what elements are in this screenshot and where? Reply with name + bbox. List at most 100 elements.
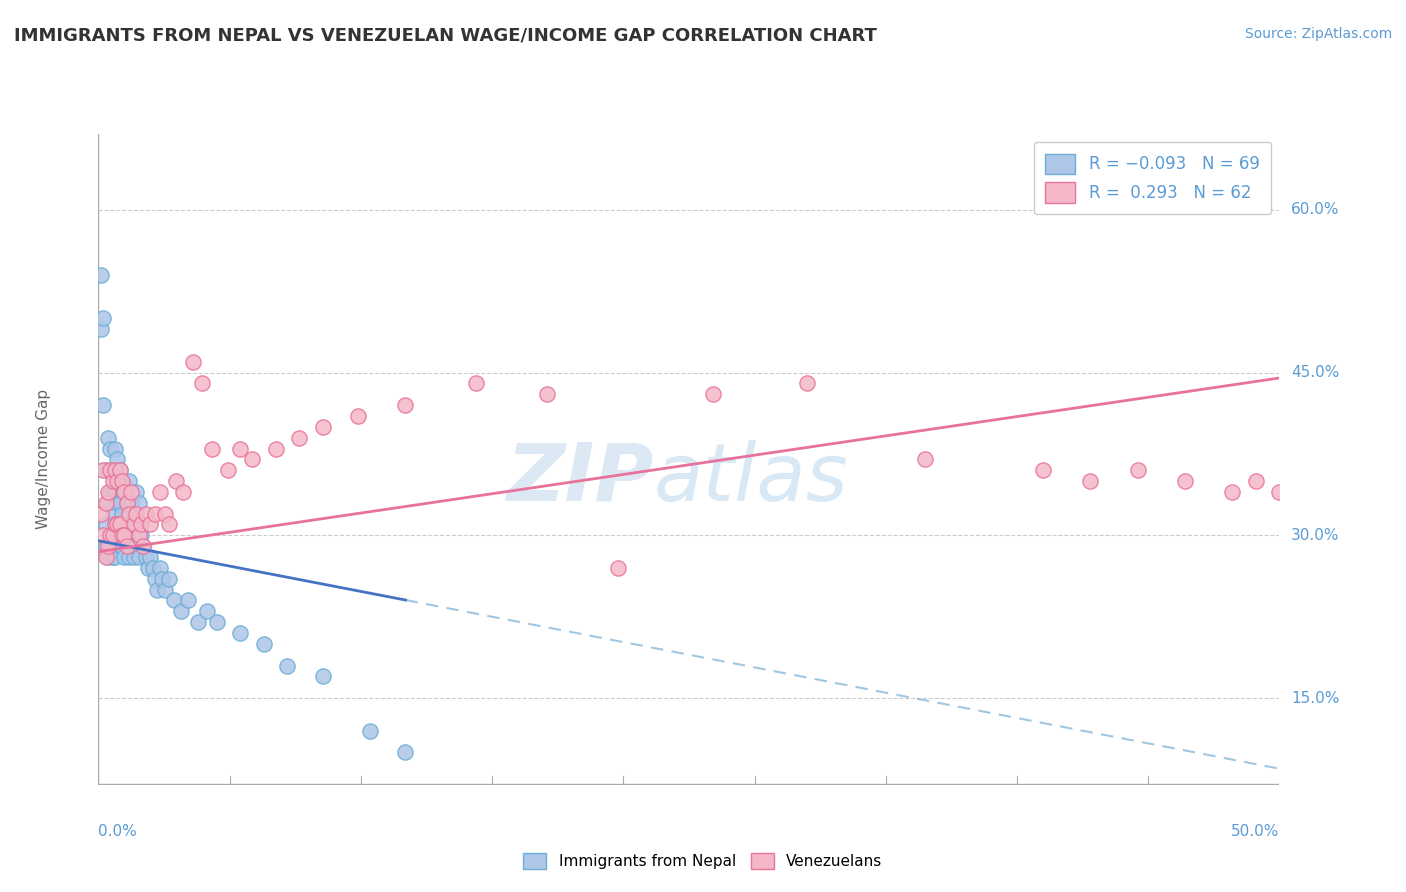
Point <box>312 669 335 683</box>
Point <box>1268 485 1291 500</box>
Point <box>170 604 193 618</box>
Point <box>125 485 148 500</box>
Point <box>702 387 724 401</box>
Point <box>135 507 157 521</box>
Text: 15.0%: 15.0% <box>1291 690 1340 706</box>
Point <box>149 561 172 575</box>
Point <box>142 561 165 575</box>
Point <box>94 539 117 553</box>
Point <box>105 474 128 488</box>
Point <box>136 561 159 575</box>
Point <box>118 549 141 565</box>
Legend: R = −0.093   N = 69, R =  0.293   N = 62: R = −0.093 N = 69, R = 0.293 N = 62 <box>1033 142 1271 214</box>
Point <box>125 507 148 521</box>
Point <box>129 517 152 532</box>
Point <box>181 355 204 369</box>
Point <box>132 539 155 553</box>
Point <box>97 485 120 500</box>
Text: Wage/Income Gap: Wage/Income Gap <box>37 389 51 530</box>
Point <box>105 528 128 542</box>
Point <box>1174 474 1197 488</box>
Point <box>163 593 186 607</box>
Point <box>111 539 134 553</box>
Point <box>98 442 121 456</box>
Text: IMMIGRANTS FROM NEPAL VS VENEZUELAN WAGE/INCOME GAP CORRELATION CHART: IMMIGRANTS FROM NEPAL VS VENEZUELAN WAGE… <box>14 27 877 45</box>
Point <box>112 528 135 542</box>
Point <box>94 549 117 565</box>
Text: 0.0%: 0.0% <box>98 824 138 839</box>
Point <box>195 604 218 618</box>
Point <box>98 539 121 553</box>
Point <box>139 549 162 565</box>
Point <box>101 507 124 521</box>
Point <box>1220 485 1243 500</box>
Point <box>796 376 818 391</box>
Point <box>104 463 127 477</box>
Point <box>205 615 228 630</box>
Point <box>128 549 150 565</box>
Point <box>125 539 148 553</box>
Point <box>165 474 187 488</box>
Point <box>128 528 150 542</box>
Point <box>276 658 298 673</box>
Point <box>104 517 127 532</box>
Point <box>104 442 127 456</box>
Point <box>201 442 224 456</box>
Point <box>347 409 370 423</box>
Point <box>104 517 127 532</box>
Text: atlas: atlas <box>654 440 848 518</box>
Point <box>187 615 209 630</box>
Point <box>111 474 134 488</box>
Point <box>172 485 194 500</box>
Point <box>394 746 416 760</box>
Point <box>128 496 150 510</box>
Point <box>264 442 287 456</box>
Point <box>153 507 176 521</box>
Point <box>94 517 117 532</box>
Text: 60.0%: 60.0% <box>1291 202 1340 218</box>
Point <box>149 485 172 500</box>
Point <box>105 452 128 467</box>
Point <box>115 528 138 542</box>
Point <box>607 561 630 575</box>
Point <box>97 549 120 565</box>
Point <box>104 485 127 500</box>
Text: Source: ZipAtlas.com: Source: ZipAtlas.com <box>1244 27 1392 41</box>
Point <box>91 311 114 326</box>
Point <box>101 549 124 565</box>
Point <box>122 549 145 565</box>
Point <box>177 593 200 607</box>
Point <box>98 528 121 542</box>
Point <box>146 582 169 597</box>
Point <box>98 485 121 500</box>
Point <box>118 507 141 521</box>
Point <box>139 517 162 532</box>
Point <box>288 431 311 445</box>
Point <box>94 496 117 510</box>
Point <box>101 474 124 488</box>
Point <box>229 442 252 456</box>
Point <box>122 507 145 521</box>
Point <box>91 528 114 542</box>
Point <box>115 496 138 510</box>
Point <box>536 387 558 401</box>
Point <box>108 517 131 532</box>
Point <box>98 463 121 477</box>
Point <box>112 485 135 500</box>
Point <box>359 723 381 738</box>
Point <box>240 452 263 467</box>
Point <box>97 431 120 445</box>
Point <box>91 398 114 412</box>
Point <box>394 398 416 412</box>
Point <box>914 452 936 467</box>
Point <box>121 539 143 553</box>
Point <box>121 496 143 510</box>
Point <box>118 507 141 521</box>
Point <box>1244 474 1267 488</box>
Point <box>90 268 112 282</box>
Point <box>143 572 166 586</box>
Point <box>121 485 143 500</box>
Point <box>90 507 112 521</box>
Point <box>253 637 276 651</box>
Point <box>1032 463 1054 477</box>
